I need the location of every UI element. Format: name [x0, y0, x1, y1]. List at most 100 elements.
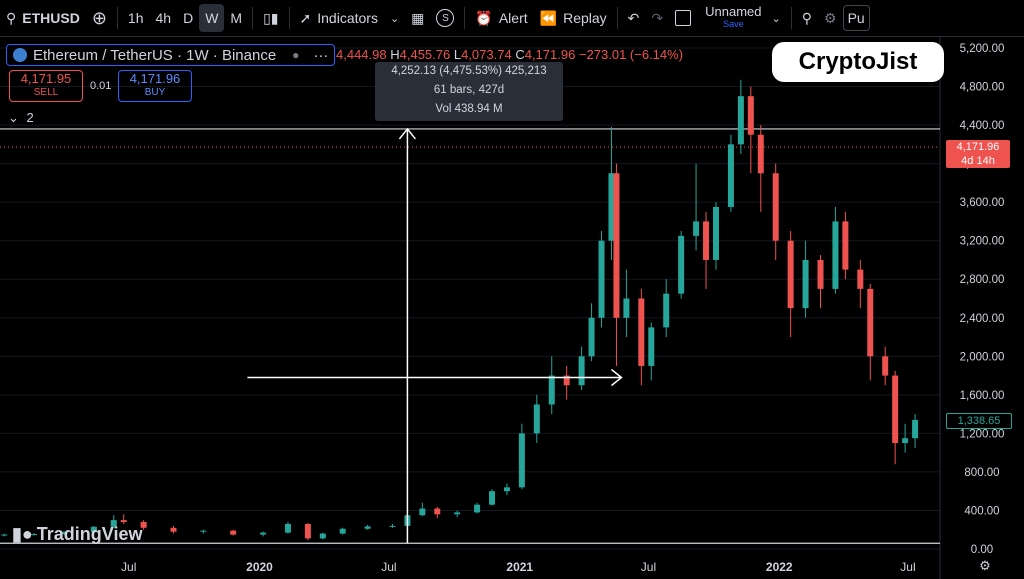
redo-icon: ↷	[651, 9, 664, 26]
y-tick-label: 400.00	[964, 505, 999, 517]
brand-text: CryptoJist	[798, 48, 918, 75]
interval-d[interactable]: D	[183, 10, 194, 26]
plus-circle-icon: ⊕	[91, 7, 107, 28]
buy-button[interactable]: 4,171.96 BUY	[118, 70, 192, 102]
sell-label: SELL	[33, 87, 59, 98]
alert-button[interactable]: ⏰ Alert	[469, 0, 533, 36]
cursor-price-value: 1,338.65	[957, 415, 1001, 427]
interval-m[interactable]: M	[230, 10, 243, 26]
rewind-icon: ⏪	[539, 9, 558, 26]
candle-body	[140, 522, 147, 528]
toolbar-divider	[288, 7, 290, 29]
candle-body	[170, 527, 177, 532]
candle-body	[90, 526, 97, 533]
compare-symbol-button[interactable]: ⊕	[86, 0, 113, 36]
candle-body	[200, 530, 207, 532]
candle-body	[120, 520, 127, 523]
candle-body	[598, 240, 605, 318]
eye-off-icon[interactable]: ●	[292, 48, 300, 62]
candle-body	[304, 523, 311, 539]
chevron-down-icon: ⌄	[771, 12, 781, 25]
candle-body	[693, 221, 700, 236]
candle-body	[60, 532, 67, 535]
more-icon[interactable]: ···	[313, 46, 329, 64]
legend-symbol[interactable]: Ethereum / TetherUS · 1W · Binance ● ···	[6, 44, 336, 66]
toolbar-divider	[790, 7, 792, 29]
candle-body	[678, 235, 685, 294]
scripts-button[interactable]: S	[430, 0, 460, 36]
chevron-down-icon: ⌄	[8, 110, 19, 125]
grid	[0, 47, 940, 550]
candle-body	[842, 221, 849, 270]
candle-body	[613, 173, 620, 318]
save-status: Save	[723, 19, 744, 29]
replay-button[interactable]: ⏪ Replay	[534, 0, 613, 36]
y-tick-label: 0.00	[971, 544, 993, 556]
measure-bars: 61 bars, 427d	[433, 84, 505, 96]
tradingview-logo-icon: ▮●	[12, 524, 33, 544]
collapse-indicators-button[interactable]: ⌄ 2	[8, 110, 34, 126]
change-value: −273.01 (−6.14%)	[578, 47, 684, 62]
candle-body	[518, 433, 525, 488]
candle-body	[31, 534, 38, 536]
candle-body	[1, 534, 8, 536]
toolbar-divider	[464, 7, 466, 29]
watermark-text: TradingView	[36, 524, 143, 544]
candle-body	[772, 173, 779, 241]
range-arrow-up	[398, 127, 416, 140]
chart-type-button[interactable]: ▯▮	[257, 0, 284, 36]
candles	[1, 79, 919, 541]
bar-countdown: 4d 14h	[961, 155, 995, 167]
symbol-search[interactable]: ⚲ ETHUSD	[0, 0, 86, 36]
layout-select[interactable]: Unnamed Save ⌄	[669, 0, 787, 36]
candle-body	[578, 356, 585, 386]
y-tick-label: 4,400.00	[960, 120, 1005, 132]
close-value: 4,171.96	[524, 47, 576, 62]
redo-button[interactable]: ↷	[645, 0, 669, 36]
candle-body	[802, 259, 809, 309]
candle-body	[727, 144, 734, 207]
brand-logo: CryptoJist	[772, 42, 944, 82]
candle-body	[857, 269, 864, 289]
candle-body	[817, 259, 824, 289]
sell-button[interactable]: 4,171.95 SELL	[9, 70, 83, 102]
quick-search-button[interactable]: ⚲	[796, 0, 818, 36]
indicators-button[interactable]: ➚ Indicators ⌄	[294, 0, 406, 36]
indicator-count: 2	[26, 110, 34, 125]
publish-label: Pu	[847, 10, 865, 26]
candle-body	[110, 520, 117, 527]
candle-body	[434, 508, 441, 515]
time-axis[interactable]: Jul 2020 Jul 2021 Jul 2022 Jul	[121, 560, 916, 574]
y-tick-label: 2,800.00	[960, 274, 1005, 286]
x-tick-label: Jul	[381, 560, 396, 574]
interval-4h[interactable]: 4h	[155, 10, 172, 26]
close-key: C	[515, 47, 525, 62]
price-range-tool[interactable]	[247, 127, 623, 544]
y-tick-label: 3,200.00	[960, 236, 1005, 248]
layouts-button[interactable]: ▦	[405, 0, 430, 36]
undo-button[interactable]: ↶	[622, 0, 646, 36]
high-value: 4,455.76	[399, 47, 451, 62]
price-axis[interactable]: 0.00 400.00 800.00 1,200.00 1,600.00 2,000.00…	[960, 43, 1005, 556]
interval-w[interactable]: W	[199, 4, 225, 32]
candle-body	[623, 298, 630, 318]
axis-settings-icon[interactable]: ⚙	[979, 558, 991, 573]
candle-body	[648, 327, 655, 366]
y-tick-label: 2,000.00	[960, 351, 1005, 363]
toolbar-divider	[116, 7, 118, 29]
settings-button[interactable]: ⚙	[818, 0, 843, 36]
candle-body	[588, 317, 595, 357]
alarm-clock-icon: ⏰	[475, 9, 493, 26]
candle-body	[533, 404, 540, 434]
candle-body	[339, 528, 346, 534]
publish-button[interactable]: Pu	[842, 5, 870, 31]
candle-body	[787, 240, 794, 309]
candle-body	[703, 221, 710, 260]
candle-body	[284, 523, 291, 533]
symbol-label: ETHUSD	[22, 10, 80, 26]
candle-body	[419, 508, 426, 516]
tradingview-watermark: ▮● TradingView	[12, 524, 142, 545]
range-arrow-right	[610, 368, 623, 387]
interval-1h[interactable]: 1h	[127, 10, 144, 26]
square-icon	[675, 10, 692, 26]
